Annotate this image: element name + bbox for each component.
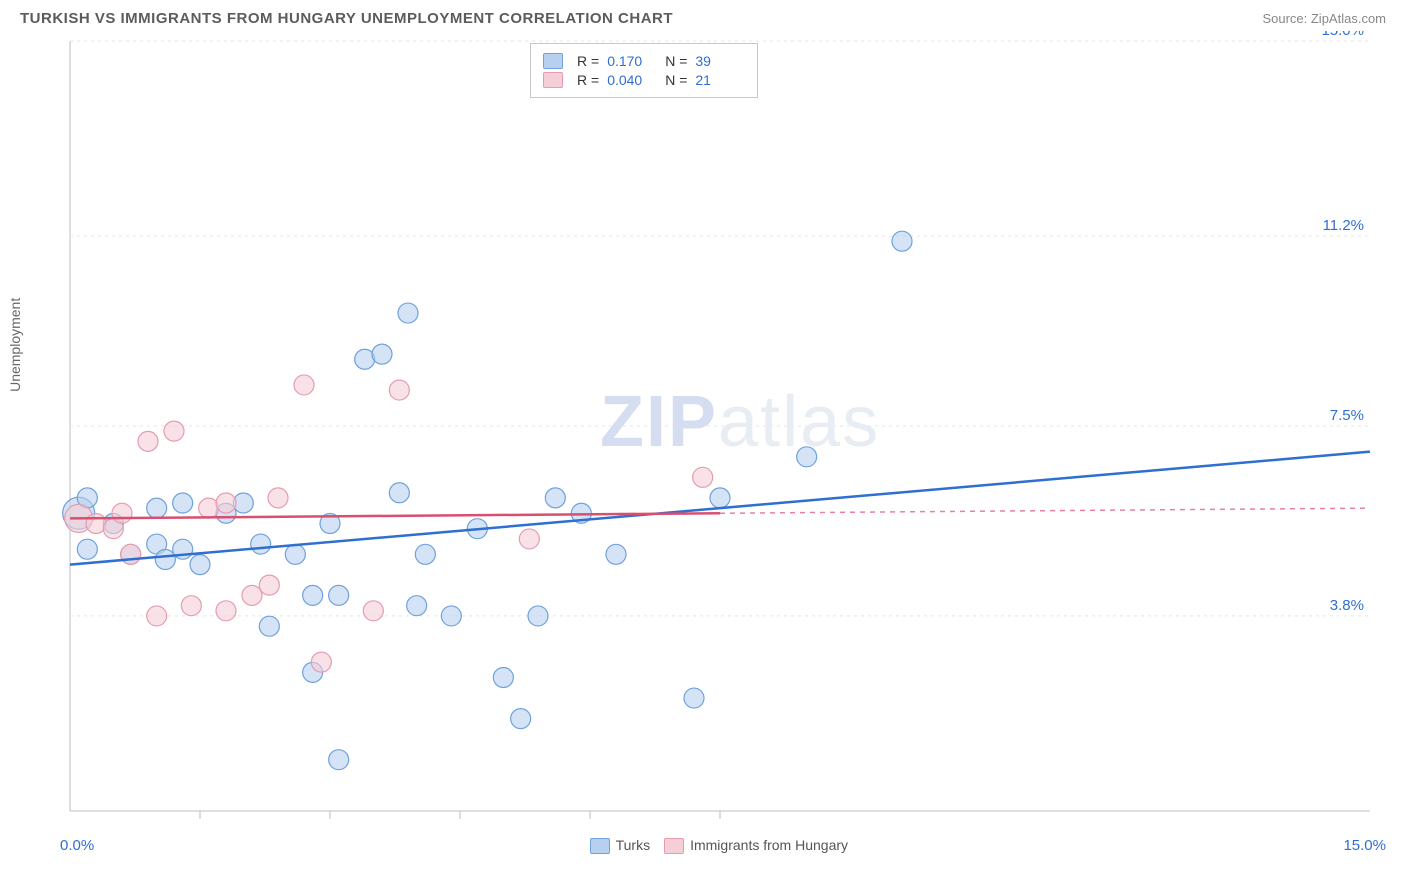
data-point <box>398 303 418 323</box>
data-point <box>693 467 713 487</box>
data-point <box>294 375 314 395</box>
legend-swatch <box>664 838 684 854</box>
data-point <box>147 606 167 626</box>
x-axis-min-label: 0.0% <box>60 837 94 854</box>
data-point <box>797 447 817 467</box>
data-point <box>164 421 184 441</box>
legend-n-value: 21 <box>695 72 745 88</box>
data-point <box>363 601 383 621</box>
data-point <box>77 539 97 559</box>
data-point <box>519 529 539 549</box>
trend-line <box>70 452 1370 565</box>
data-point <box>190 555 210 575</box>
data-point <box>511 709 531 729</box>
data-point <box>892 231 912 251</box>
legend-r-label: R = <box>577 72 599 88</box>
y-axis-label: Unemployment <box>7 298 23 392</box>
y-tick-label: 3.8% <box>1330 597 1364 614</box>
data-point <box>329 750 349 770</box>
data-point <box>173 493 193 513</box>
data-point <box>372 344 392 364</box>
data-point <box>259 616 279 636</box>
legend-n-label: N = <box>665 72 687 88</box>
trend-line-extrapolated <box>720 508 1370 513</box>
data-point <box>311 652 331 672</box>
data-point <box>216 493 236 513</box>
data-point <box>112 503 132 523</box>
series-legend-label: Immigrants from Hungary <box>690 837 848 853</box>
data-point <box>155 549 175 569</box>
data-point <box>407 596 427 616</box>
data-point <box>389 483 409 503</box>
data-point <box>242 585 262 605</box>
data-point <box>389 380 409 400</box>
data-point <box>285 544 305 564</box>
legend-swatch <box>590 838 610 854</box>
data-point <box>303 585 323 605</box>
y-tick-label: 15.0% <box>1321 31 1364 39</box>
legend-r-value: 0.040 <box>607 72 657 88</box>
legend-row: R = 0.040 N = 21 <box>543 72 745 88</box>
legend-n-value: 39 <box>695 53 745 69</box>
data-point <box>493 668 513 688</box>
data-point <box>268 488 288 508</box>
legend-n-label: N = <box>665 53 687 69</box>
data-point <box>441 606 461 626</box>
series-legend-label: Turks <box>616 837 650 853</box>
legend-swatch <box>543 72 563 88</box>
data-point <box>121 544 141 564</box>
data-point <box>415 544 435 564</box>
data-point <box>545 488 565 508</box>
series-legend: Turks Immigrants from Hungary <box>590 837 848 854</box>
data-point <box>684 688 704 708</box>
series-legend-item: Immigrants from Hungary <box>664 837 848 854</box>
data-point <box>147 498 167 518</box>
bottom-legend: 0.0% Turks Immigrants from Hungary 15.0% <box>60 837 1386 854</box>
data-point <box>216 601 236 621</box>
legend-swatch <box>543 53 563 69</box>
scatter-chart: 3.8% 7.5% 11.2% 15.0% <box>60 31 1386 821</box>
chart-area: Unemployment ZIPatlas 3.8%7.5%11.2%15.0%… <box>60 31 1386 831</box>
correlation-legend: R = 0.170 N = 39 R = 0.040 N = 21 <box>530 43 758 98</box>
data-point <box>528 606 548 626</box>
data-point <box>138 431 158 451</box>
data-point <box>251 534 271 554</box>
legend-r-label: R = <box>577 53 599 69</box>
data-point <box>259 575 279 595</box>
x-axis-max-label: 15.0% <box>1343 837 1386 854</box>
data-point <box>329 585 349 605</box>
legend-row: R = 0.170 N = 39 <box>543 53 745 69</box>
source-label: Source: ZipAtlas.com <box>1262 11 1386 26</box>
y-tick-label: 11.2% <box>1323 217 1364 234</box>
legend-r-value: 0.170 <box>607 53 657 69</box>
series-legend-item: Turks <box>590 837 650 854</box>
data-point <box>710 488 730 508</box>
y-tick-label: 7.5% <box>1330 407 1364 424</box>
data-point <box>606 544 626 564</box>
header: TURKISH VS IMMIGRANTS FROM HUNGARY UNEMP… <box>0 0 1406 31</box>
chart-title: TURKISH VS IMMIGRANTS FROM HUNGARY UNEMP… <box>20 10 673 27</box>
data-point <box>181 596 201 616</box>
